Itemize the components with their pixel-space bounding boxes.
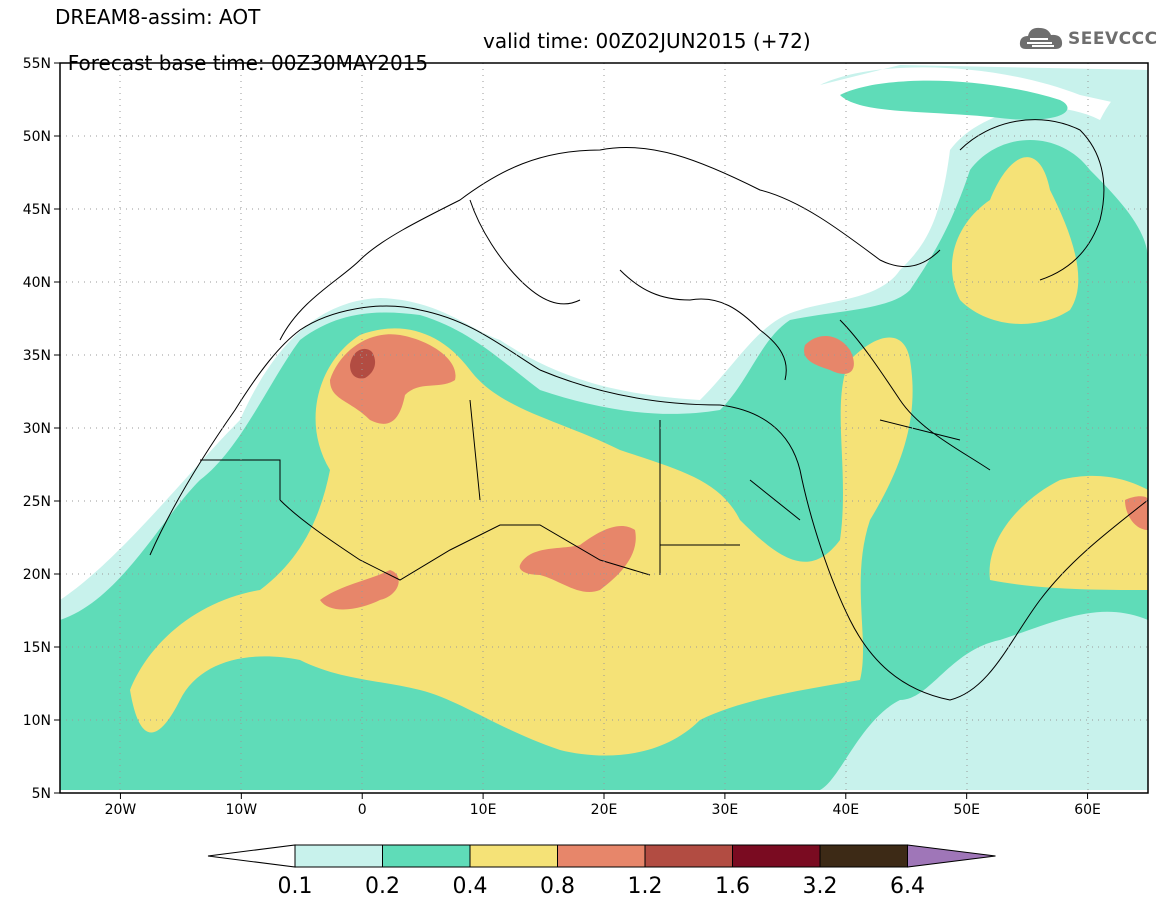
lon-label: 20W — [105, 802, 137, 818]
colorbar-swatch — [732, 844, 821, 868]
aot-band-0.8c — [320, 570, 399, 610]
colorbar-swatch — [557, 844, 646, 868]
aot-band-0.1b — [820, 65, 1148, 110]
graticule — [60, 63, 1148, 793]
colorbar-label: 0.1 — [278, 874, 313, 899]
seevccc-logo: SEEVCCC — [1018, 22, 1158, 56]
lon-label: 40E — [832, 802, 859, 818]
aot-band-0.4 — [130, 328, 913, 756]
colorbar-label: 0.2 — [365, 874, 400, 899]
lat-label: 10N — [23, 713, 51, 729]
colorbar-swatch — [644, 844, 733, 868]
aot-band-0.8b — [519, 525, 636, 593]
aot-band-0.4c — [989, 475, 1148, 590]
lat-label: 15N — [23, 640, 51, 656]
colorbar-label: 0.8 — [540, 874, 575, 899]
colorbar-under-triangle — [207, 844, 296, 868]
lon-label: 60E — [1074, 802, 1101, 818]
aot-band-0.4b — [951, 157, 1079, 324]
coastlines — [149, 119, 1148, 701]
lat-label: 30N — [23, 421, 51, 437]
colorbar-label: 6.4 — [890, 874, 925, 899]
colorbar-swatch — [819, 844, 908, 868]
lon-label: 0 — [358, 802, 367, 818]
colorbar-label: 0.4 — [453, 874, 488, 899]
colorbar-over-triangle — [907, 844, 996, 868]
aot-band-1.2 — [350, 348, 376, 379]
lon-label: 50E — [953, 802, 980, 818]
lon-label: 10W — [225, 802, 257, 818]
lat-label: 50N — [23, 129, 51, 145]
map-title: DREAM8-assim: AOT — [55, 5, 261, 29]
colorbar-swatch — [469, 844, 558, 868]
lat-label: 55N — [23, 56, 51, 72]
lon-label: 20E — [591, 802, 618, 818]
lat-label: 35N — [23, 348, 51, 364]
colorbar-swatch — [294, 844, 383, 868]
lon-label: 10E — [470, 802, 497, 818]
lat-label: 5N — [32, 786, 51, 802]
colorbar — [207, 844, 996, 868]
colorbar-label: 3.2 — [803, 874, 838, 899]
latitude-labels: 55N 50N 45N 40N 35N 30N 25N 20N 15N 10N 5N — [23, 56, 60, 802]
logo-text: SEEVCCC — [1068, 29, 1158, 49]
lat-label: 20N — [23, 567, 51, 583]
lat-label: 25N — [23, 494, 51, 510]
colorbar-label: 1.2 — [628, 874, 663, 899]
valid-time: valid time: 00Z02JUN2015 (+72) — [483, 29, 811, 53]
lon-label: 30E — [712, 802, 739, 818]
colorbar-label: 1.6 — [715, 874, 750, 899]
aot-band-0.2b — [840, 80, 1068, 120]
lat-label: 45N — [23, 202, 51, 218]
cloud-logo-icon — [1019, 27, 1063, 49]
colorbar-swatch — [382, 844, 471, 868]
longitude-labels: 20W 10W 0 10E 20E 30E 40E 50E 60E — [105, 793, 1101, 818]
lat-label: 40N — [23, 275, 51, 291]
colorbar-labels: 0.1 0.2 0.4 0.8 1.2 1.6 3.2 6.4 — [278, 874, 926, 899]
